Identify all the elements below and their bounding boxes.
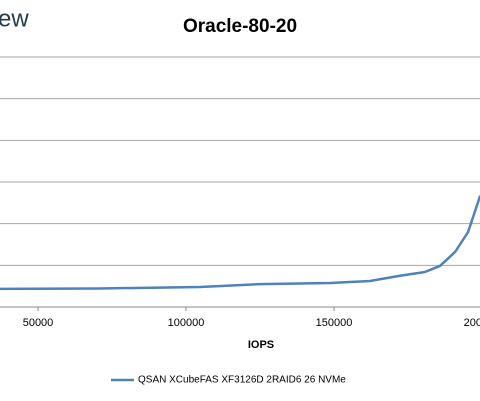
x-tick-label: 100000 bbox=[168, 317, 205, 329]
chart-title: Oracle-80-20 bbox=[183, 16, 297, 37]
x-tick-label: 150000 bbox=[316, 317, 353, 329]
legend-label: QSAN XCubeFAS XF3126D 2RAID6 26 NVMe bbox=[138, 375, 346, 386]
x-tick-label: 50000 bbox=[23, 317, 54, 329]
x-tick-label: 200000 bbox=[464, 317, 480, 329]
series-line bbox=[0, 195, 480, 291]
logo-text: ew bbox=[0, 5, 29, 32]
x-axis-label: IOPS bbox=[248, 339, 274, 351]
